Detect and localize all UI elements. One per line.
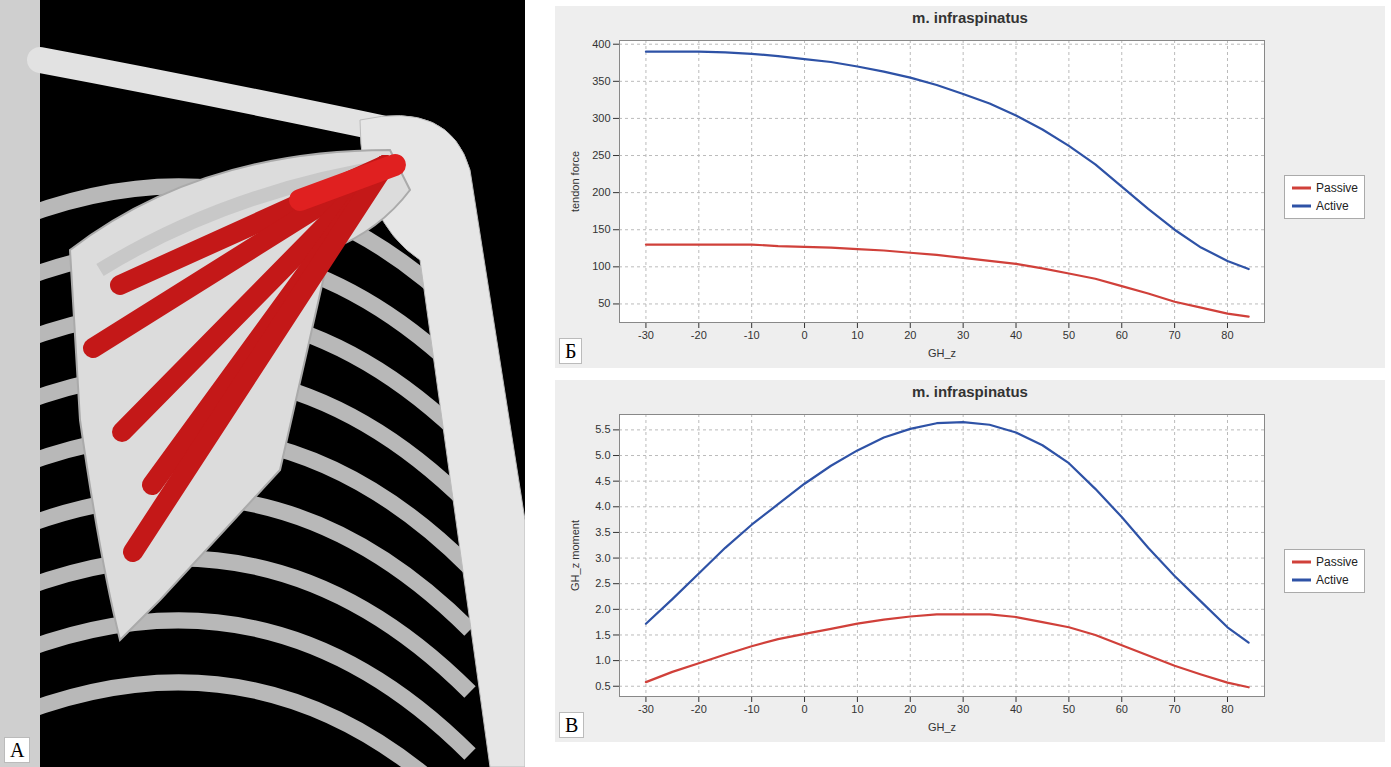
svg-text:70: 70 bbox=[1168, 329, 1180, 341]
svg-text:1.5: 1.5 bbox=[595, 628, 610, 640]
svg-text:80: 80 bbox=[1221, 703, 1233, 715]
svg-text:30: 30 bbox=[957, 703, 969, 715]
html-text:Б: Б bbox=[565, 340, 577, 362]
svg-text:50: 50 bbox=[1063, 329, 1075, 341]
svg-text:250: 250 bbox=[592, 149, 610, 161]
html-text:Passive: Passive bbox=[1316, 181, 1358, 195]
svg-text:-30: -30 bbox=[638, 329, 654, 341]
svg-text:5.5: 5.5 bbox=[595, 423, 610, 435]
svg-text:150: 150 bbox=[592, 223, 610, 235]
svg-text:200: 200 bbox=[592, 186, 610, 198]
html-text:Active: Active bbox=[1316, 573, 1349, 587]
svg-text:0: 0 bbox=[801, 703, 807, 715]
html-text:В: В bbox=[565, 714, 579, 736]
svg-text:50: 50 bbox=[1063, 703, 1075, 715]
html-text:Active: Active bbox=[1316, 199, 1349, 213]
svg-text:1.0: 1.0 bbox=[595, 654, 610, 666]
svg-text:GH_z: GH_z bbox=[928, 721, 956, 733]
svg-text:10: 10 bbox=[851, 329, 863, 341]
svg-text:2.0: 2.0 bbox=[595, 603, 610, 615]
svg-text:tendon force: tendon force bbox=[569, 151, 581, 212]
svg-text:-10: -10 bbox=[744, 703, 760, 715]
html-text:Passive: Passive bbox=[1316, 555, 1358, 569]
svg-text:3.5: 3.5 bbox=[595, 526, 610, 538]
svg-text:40: 40 bbox=[1010, 329, 1022, 341]
svg-text:2.5: 2.5 bbox=[595, 577, 610, 589]
svg-text:4.5: 4.5 bbox=[595, 475, 610, 487]
svg-text:20: 20 bbox=[904, 329, 916, 341]
html-text:m. infraspinatus: m. infraspinatus bbox=[912, 9, 1028, 26]
svg-text:50: 50 bbox=[598, 297, 610, 309]
svg-text:0: 0 bbox=[801, 329, 807, 341]
svg-text:3.0: 3.0 bbox=[595, 552, 610, 564]
svg-text:350: 350 bbox=[592, 75, 610, 87]
html-text:A: A bbox=[10, 739, 25, 761]
html-text:m. infraspinatus: m. infraspinatus bbox=[912, 383, 1028, 400]
svg-text:30: 30 bbox=[957, 329, 969, 341]
svg-text:60: 60 bbox=[1116, 703, 1128, 715]
svg-text:40: 40 bbox=[1010, 703, 1022, 715]
svg-text:400: 400 bbox=[592, 38, 610, 50]
svg-text:-20: -20 bbox=[691, 703, 707, 715]
svg-text:-30: -30 bbox=[638, 703, 654, 715]
svg-text:60: 60 bbox=[1116, 329, 1128, 341]
svg-text:80: 80 bbox=[1221, 329, 1233, 341]
svg-text:100: 100 bbox=[592, 260, 610, 272]
svg-text:70: 70 bbox=[1168, 703, 1180, 715]
svg-text:4.0: 4.0 bbox=[595, 500, 610, 512]
svg-text:-20: -20 bbox=[691, 329, 707, 341]
svg-text:5.0: 5.0 bbox=[595, 449, 610, 461]
svg-text:20: 20 bbox=[904, 703, 916, 715]
svg-text:300: 300 bbox=[592, 112, 610, 124]
svg-text:10: 10 bbox=[851, 703, 863, 715]
svg-text:-10: -10 bbox=[744, 329, 760, 341]
svg-text:0.5: 0.5 bbox=[595, 680, 610, 692]
svg-text:GH_z moment: GH_z moment bbox=[569, 520, 581, 591]
svg-text:GH_z: GH_z bbox=[928, 347, 956, 359]
